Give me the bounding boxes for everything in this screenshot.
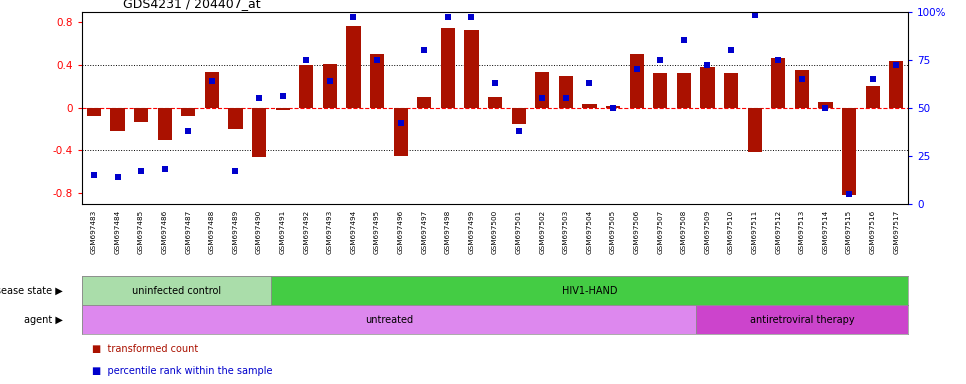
Point (794, 76, 810, 82)
Bar (370, 54, 384, 108)
Bar (270, 276, 908, 305)
Point (511, 127, 526, 134)
Bar (700, 67, 715, 108)
Bar (653, 73, 668, 108)
Point (323, 78, 338, 84)
Point (771, 56, 786, 63)
Point (86, 172, 101, 178)
Text: disease state ▶: disease state ▶ (0, 286, 63, 296)
Point (534, 95, 550, 101)
Bar (465, 30, 478, 108)
Point (298, 56, 314, 63)
Point (582, 79, 597, 86)
Text: ■  transformed count: ■ transformed count (92, 344, 198, 354)
Bar (535, 72, 550, 108)
Point (841, 191, 857, 197)
Point (889, 62, 904, 68)
Point (464, 14, 479, 20)
Bar (440, 28, 455, 108)
Bar (252, 108, 267, 157)
Bar (818, 102, 833, 108)
Point (369, 56, 384, 63)
Point (653, 56, 668, 63)
Bar (866, 86, 880, 108)
Point (865, 76, 880, 82)
Point (346, 14, 361, 20)
Bar (724, 73, 738, 108)
Point (110, 174, 126, 180)
Point (440, 14, 456, 20)
Bar (771, 58, 785, 108)
Text: uninfected control: uninfected control (132, 286, 221, 296)
Bar (205, 72, 219, 108)
Bar (512, 108, 526, 124)
Bar (677, 73, 691, 108)
Bar (87, 108, 101, 116)
Bar (696, 305, 908, 334)
Point (133, 168, 149, 174)
Bar (582, 104, 597, 108)
Point (251, 95, 267, 101)
Bar (323, 64, 337, 108)
Bar (157, 108, 172, 139)
Point (817, 104, 833, 111)
Point (181, 127, 196, 134)
Bar (134, 108, 148, 122)
Point (156, 166, 172, 172)
Point (676, 37, 692, 43)
Point (724, 47, 739, 53)
Point (393, 120, 409, 126)
Bar (795, 70, 809, 108)
Bar (82, 276, 270, 305)
Point (416, 47, 432, 53)
Text: antiretroviral therapy: antiretroviral therapy (750, 314, 854, 325)
Bar (275, 108, 290, 110)
Bar (889, 61, 903, 108)
Point (558, 95, 574, 101)
Bar (110, 108, 125, 131)
Bar (748, 108, 762, 152)
Text: HIV1-HAND: HIV1-HAND (561, 286, 617, 296)
Bar (393, 108, 408, 156)
Bar (488, 97, 502, 108)
Point (606, 104, 621, 111)
Point (699, 62, 715, 68)
Bar (558, 76, 573, 108)
Bar (606, 106, 620, 108)
Bar (630, 54, 643, 108)
Point (629, 66, 644, 72)
Point (747, 12, 762, 18)
Bar (842, 108, 856, 195)
Point (275, 93, 291, 99)
Bar (347, 26, 360, 108)
Point (488, 79, 503, 86)
Point (204, 78, 219, 84)
Text: GDS4231 / 204407_at: GDS4231 / 204407_at (124, 0, 261, 10)
Text: agent ▶: agent ▶ (24, 314, 63, 325)
Bar (82, 305, 696, 334)
Text: untreated: untreated (365, 314, 412, 325)
Point (228, 168, 243, 174)
Bar (299, 65, 313, 108)
Bar (228, 108, 242, 129)
Text: ■  percentile rank within the sample: ■ percentile rank within the sample (92, 366, 272, 376)
Bar (182, 108, 195, 116)
Bar (417, 97, 432, 108)
